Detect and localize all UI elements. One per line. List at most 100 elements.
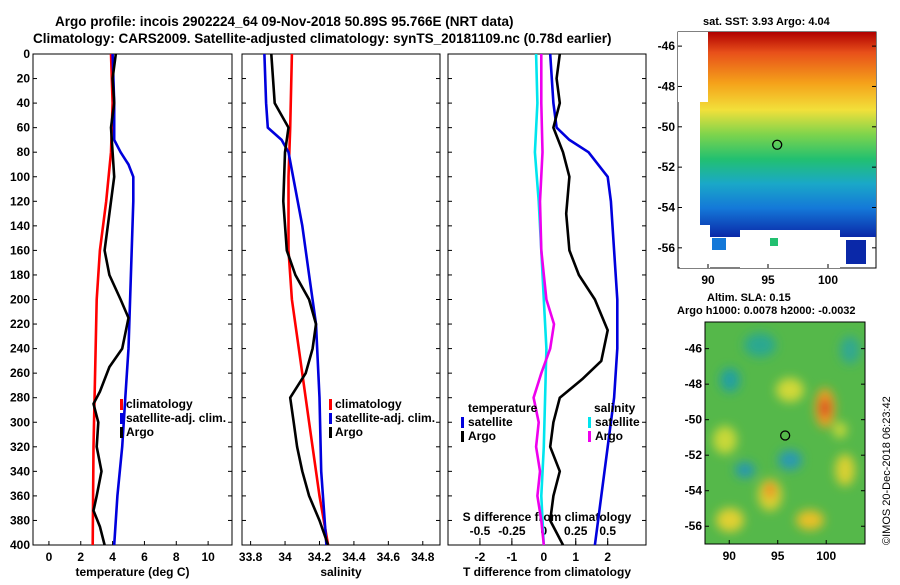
sla-blob: [778, 450, 802, 470]
y-tick-label: 0: [23, 47, 30, 61]
y-tick-label: 180: [10, 268, 30, 282]
sla-map: -46 -48 -50 -52 -54 -56 90 95 100: [685, 321, 866, 563]
legend-swatch: [329, 399, 332, 410]
sst-patch-3: [770, 238, 778, 246]
legend-label: satellite: [595, 415, 640, 429]
sla-argo-marker: [780, 430, 791, 441]
legend-swatch: [120, 413, 123, 424]
map-y-tick-label: -48: [658, 79, 676, 93]
secondary-x-tick-label: -0.5: [470, 524, 491, 538]
map-y-tick-label: -48: [685, 377, 703, 391]
sla-map-frame: [704, 321, 866, 545]
y-tick-label: 220: [10, 317, 30, 331]
legend-swatch: [588, 417, 591, 428]
map-x-tick-label: 90: [723, 549, 737, 563]
x-tick-label: 6: [141, 550, 148, 564]
x-axis-label: salinity: [320, 565, 362, 579]
secondary-x-tick-label: 0.5: [599, 524, 616, 538]
series-line-temperature-argo: [548, 53, 610, 546]
sla-blob: [835, 454, 855, 486]
sla-map-title: Altim. SLA: 0.15: [707, 292, 791, 304]
y-tick-label: 140: [10, 219, 30, 233]
legend-label: climatology: [126, 397, 193, 411]
sla-blob: [796, 510, 824, 530]
x-axis-label: temperature (deg C): [75, 565, 189, 579]
legend-swatch: [461, 417, 464, 428]
plot-frame: [241, 53, 441, 546]
x-tick-label: 34.4: [342, 550, 366, 564]
legend-swatch: [120, 399, 123, 410]
sla-blob: [713, 426, 737, 454]
title-line-2: Climatology: CARS2009. Satellite-adjuste…: [33, 31, 611, 46]
legend-title-salinity: salinity: [594, 401, 636, 415]
x-tick-label: 34: [278, 550, 292, 564]
x-tick-label: 34.2: [308, 550, 332, 564]
legend-label: climatology: [335, 397, 402, 411]
sla-blob: [720, 368, 740, 392]
map-y-tick-label: -50: [658, 120, 676, 134]
y-tick-label: 380: [10, 513, 30, 527]
legend-label: satellite: [468, 415, 513, 429]
sla-blob: [820, 398, 830, 418]
y-tick-label: 300: [10, 415, 30, 429]
x-tick-label: 1: [572, 550, 579, 564]
sst-map-title: sat. SST: 3.93 Argo: 4.04: [703, 16, 831, 28]
legend-label: Argo: [335, 425, 363, 439]
sst-field: [700, 32, 876, 237]
x-axis-label: T difference from climatology: [463, 565, 631, 579]
y-tick-label: 340: [10, 464, 30, 478]
sla-blob: [833, 422, 847, 438]
map-x-tick-label: 90: [701, 273, 715, 287]
map-x-tick-label: 100: [816, 549, 836, 563]
legend-label: satellite-adj. clim.: [335, 411, 435, 425]
secondary-x-tick-label: -0.25: [498, 524, 526, 538]
y-tick-label: 360: [10, 489, 30, 503]
sla-blob: [765, 482, 775, 498]
map-y-tick-label: -56: [658, 241, 676, 255]
series-line-temperature-satellite: [548, 53, 619, 546]
map-y-tick-label: -54: [658, 200, 676, 214]
y-tick-label: 260: [10, 366, 30, 380]
sla-map-subtitle: Argo h1000: 0.0078 h2000: -0.0032: [677, 305, 856, 317]
x-tick-label: 8: [173, 550, 180, 564]
map-y-tick-label: -52: [685, 448, 703, 462]
x-tick-label: 10: [201, 550, 215, 564]
copyright-stamp: ©IMOS 20-Dec-2018 06:23:42: [881, 396, 893, 545]
series-line-salinity-satellite: [533, 53, 548, 546]
sst-argo-marker: [772, 139, 783, 150]
sst-map: -46 -48 -50 -52 -54 -56 90 95 100: [658, 31, 877, 287]
map-y-tick-label: -56: [685, 519, 703, 533]
sst-nodata-2: [680, 225, 710, 268]
legend-title-temperature: temperature: [468, 401, 538, 415]
series-line-satellite-adj-clim-: [111, 53, 135, 546]
y-tick-label: 40: [17, 96, 31, 110]
x-tick-label: 2: [604, 550, 611, 564]
sla-blob: [840, 336, 860, 364]
x-tick-label: -2: [475, 550, 486, 564]
y-tick-label: 120: [10, 194, 30, 208]
sla-blob: [744, 333, 776, 357]
x-tick-label: 0: [540, 550, 547, 564]
x-tick-label: 2: [77, 550, 84, 564]
map-x-tick-label: 100: [818, 273, 838, 287]
secondary-x-axis-label: S difference from climatology: [463, 510, 632, 524]
sla-blob: [735, 462, 755, 478]
y-tick-label: 60: [17, 121, 31, 135]
temperature-panel: 0204060801001201401601802002202402602803…: [10, 47, 233, 579]
map-y-tick-label: -46: [658, 39, 676, 53]
y-tick-label: 280: [10, 391, 30, 405]
series-line-satellite-adj-clim-: [263, 53, 328, 546]
map-y-tick-label: -54: [685, 484, 703, 498]
y-tick-label: 320: [10, 440, 30, 454]
legend-swatch: [588, 431, 591, 442]
x-tick-label: -1: [507, 550, 518, 564]
sst-patch-1: [712, 238, 726, 250]
series-line-argo: [92, 53, 130, 546]
x-tick-label: 4: [109, 550, 116, 564]
sla-blobs: [713, 333, 860, 532]
series-line-climatology: [287, 53, 330, 546]
x-tick-label: 0: [46, 550, 53, 564]
map-x-tick-label: 95: [761, 273, 775, 287]
legend-swatch: [120, 427, 123, 438]
